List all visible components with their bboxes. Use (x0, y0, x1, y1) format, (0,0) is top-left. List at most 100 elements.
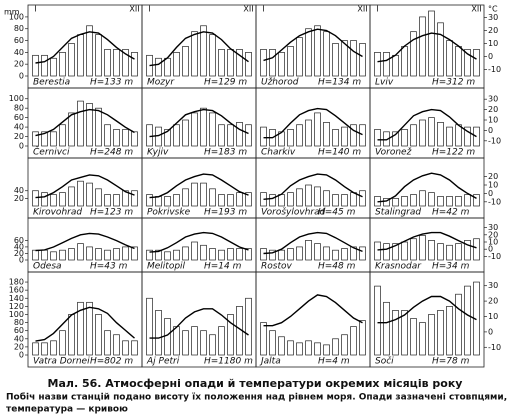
bar (164, 57, 171, 77)
temperature-line (149, 308, 249, 339)
bar (419, 235, 426, 261)
bar (446, 306, 453, 356)
y-tick-label: 40 (14, 123, 24, 132)
bar (473, 49, 480, 77)
bar (200, 330, 207, 356)
station-elevation: H=133 m (90, 78, 133, 88)
bar (32, 342, 39, 356)
bar (428, 192, 435, 207)
bar (305, 240, 312, 261)
bar (428, 240, 435, 261)
y-tick-label: 20 (14, 342, 24, 351)
bar (305, 119, 312, 147)
bar (341, 194, 348, 207)
bar (173, 124, 180, 147)
bar (182, 188, 189, 207)
bar (95, 107, 102, 147)
bar (455, 124, 462, 147)
y-tick-label: 180 (9, 278, 24, 287)
bar (278, 194, 285, 207)
station-name: Stalingrad (375, 208, 421, 218)
bar (209, 248, 216, 261)
bar (146, 124, 153, 147)
bar (209, 112, 216, 147)
bar (464, 240, 471, 261)
bar (86, 301, 93, 356)
y-tick-label: 80 (14, 104, 24, 113)
station-name: Rostov (261, 262, 292, 272)
bar (68, 314, 75, 356)
bar (350, 326, 357, 356)
bar (437, 122, 444, 147)
bar (314, 342, 321, 356)
bar (227, 49, 234, 77)
bar (296, 342, 303, 356)
bar (473, 238, 480, 261)
bar (86, 182, 93, 207)
bar (419, 16, 426, 77)
bar (50, 251, 57, 261)
bar (68, 186, 75, 207)
bar (287, 46, 294, 77)
y-tick-label: 140 (9, 294, 24, 303)
station-name: Voronež (375, 148, 412, 158)
station-name: Odesa (33, 262, 62, 272)
x-tick-label: I (148, 5, 150, 14)
y2-tick-label: 30 (488, 95, 498, 104)
bar (59, 249, 66, 261)
bar (245, 297, 252, 356)
bar (50, 194, 57, 207)
station-elevation: H=14 m (204, 262, 242, 272)
temperature-line (35, 232, 135, 252)
bar (164, 318, 171, 356)
bar (104, 330, 111, 356)
bar (236, 248, 243, 261)
y2-tick-label: 20 (488, 297, 498, 306)
bar (428, 314, 435, 356)
bar (218, 326, 225, 356)
y2-tick-label: -10 (488, 197, 501, 206)
caption-line: температура — кривою (6, 405, 128, 415)
y-tick-label: 40 (14, 48, 24, 57)
temperature-line (263, 294, 363, 327)
bar (182, 246, 189, 261)
bar (392, 243, 399, 261)
station-name: Vatra Dornei (33, 357, 90, 367)
bar (410, 31, 417, 77)
bar (455, 293, 462, 356)
station-elevation: H=34 m (432, 262, 470, 272)
x-tick-label: XII (129, 5, 139, 14)
bar (77, 34, 84, 77)
bar (122, 340, 129, 356)
station-elevation: H=248 m (90, 148, 133, 158)
bar (32, 131, 39, 147)
bar (104, 194, 111, 207)
bar (464, 285, 471, 356)
bar (446, 244, 453, 261)
temperature-line (377, 108, 477, 141)
bar (278, 249, 285, 261)
y-tick-label: 60 (14, 36, 24, 45)
y2-tick-label: 10 (488, 181, 498, 190)
bar (392, 54, 399, 77)
bar (95, 248, 102, 261)
bar (164, 196, 171, 207)
y-tick-label: 40 (14, 334, 24, 343)
bar (455, 243, 462, 261)
bar (260, 49, 267, 77)
bar (104, 49, 111, 77)
bar (104, 249, 111, 261)
bar (113, 49, 120, 77)
bar (332, 249, 339, 261)
bar (59, 330, 66, 356)
y2-tick-label: 20 (488, 26, 498, 35)
bar (392, 198, 399, 207)
bar (437, 243, 444, 261)
bar (191, 31, 198, 77)
x-tick-label: I (376, 5, 378, 14)
station-name: Mozyr (147, 78, 175, 88)
bar (269, 249, 276, 261)
station-name: Charkiv (261, 148, 296, 158)
bar (86, 246, 93, 261)
y2-tick-label: 10 (488, 312, 498, 321)
